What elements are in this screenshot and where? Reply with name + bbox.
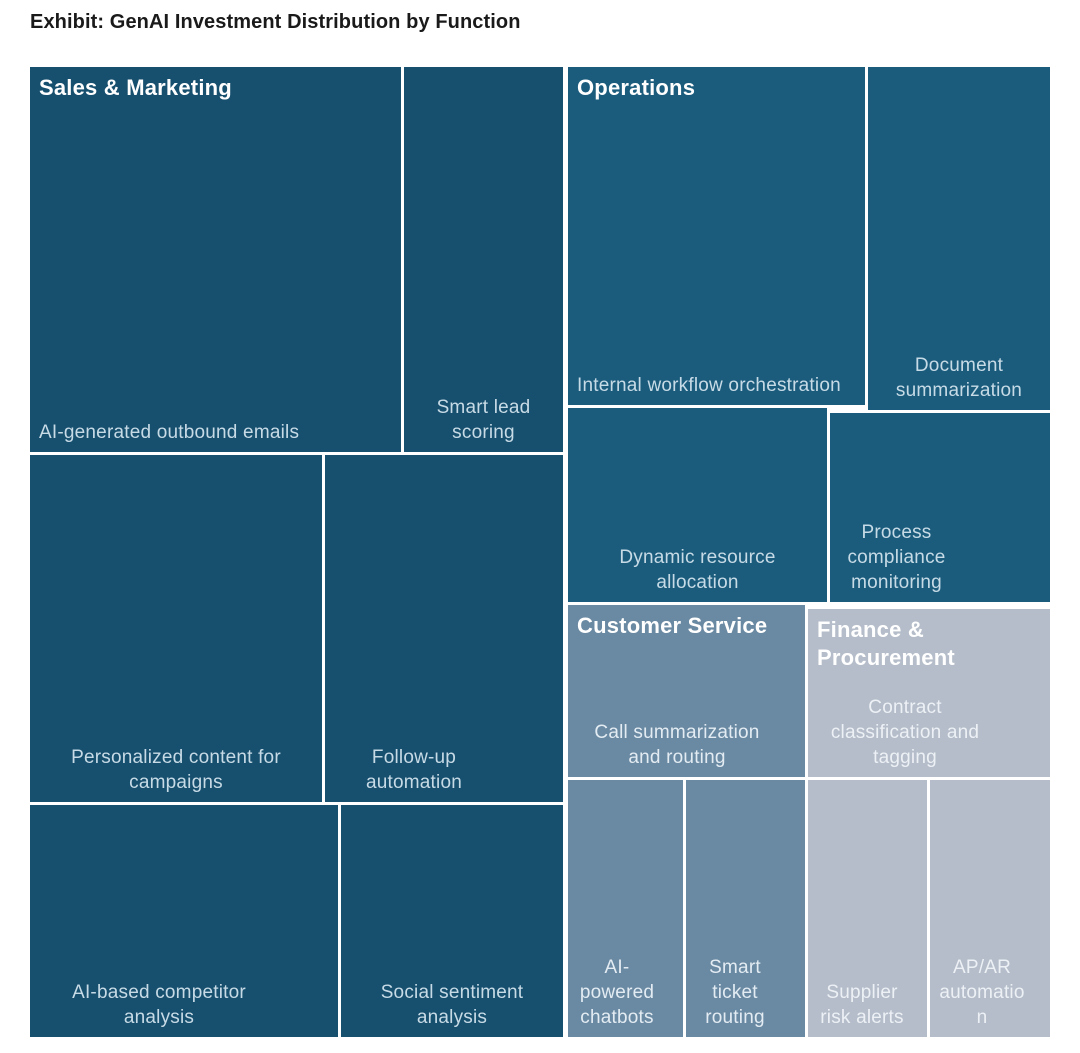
cell-supplier-risk-alerts[interactable]: Supplier risk alerts [808, 780, 927, 1037]
cell-smart-ticket-routing[interactable]: Smart ticket routing [686, 780, 805, 1037]
cell-label-process-compliance-monitoring: Process compliance monitoring [847, 521, 946, 593]
cell-smart-lead-scoring[interactable]: Smart lead scoring [404, 67, 563, 452]
cell-personalized-content-for-campaigns[interactable]: Personalized content for campaigns [30, 455, 322, 802]
group-header-sales-marketing: Sales & Marketing [39, 75, 232, 100]
cell-label-contract-classification-and-tagging: Contract classification and tagging [830, 696, 980, 768]
cell-label-ap-ar-automation: AP/AR automation [939, 956, 1025, 1028]
group-header-finance-procurement: Finance & Procurement [817, 617, 955, 670]
cell-label-internal-workflow-orchestration: Internal workflow orchestration [577, 374, 841, 396]
treemap: Sales & Marketing AI-generated outbound … [30, 67, 1050, 1037]
cell-follow-up-automation[interactable]: Follow-up automation [325, 455, 563, 802]
cell-ai-powered-chatbots[interactable]: AI-powered chatbots [568, 780, 683, 1037]
group-header-operations: Operations [577, 75, 696, 100]
cell-label-personalized-content-for-campaigns: Personalized content for campaigns [71, 746, 281, 793]
group-header-customer-service: Customer Service [577, 613, 768, 638]
cell-call-summarization-and-routing[interactable]: Customer Service Call summarization and … [568, 605, 805, 777]
cell-label-call-summarization-and-routing: Call summarization and routing [594, 721, 760, 768]
cell-internal-workflow-orchestration[interactable]: Operations Internal workflow orchestrati… [568, 67, 865, 405]
cell-label-smart-lead-scoring: Smart lead scoring [436, 396, 531, 443]
cell-process-compliance-monitoring[interactable]: Process compliance monitoring [830, 413, 1050, 602]
chart-title: Exhibit: GenAI Investment Distribution b… [30, 11, 521, 33]
cell-dynamic-resource-allocation[interactable]: Dynamic resource allocation [568, 408, 827, 602]
cell-label-ai-based-competitor-analysis: AI-based competitor analysis [72, 981, 246, 1028]
cell-label-ai-powered-chatbots: AI-powered chatbots [579, 956, 655, 1028]
cell-label-ai-generated-outbound-emails: AI-generated outbound emails [39, 421, 300, 443]
cell-document-summarization[interactable]: Document summarization [868, 67, 1050, 410]
cell-ai-based-competitor-analysis[interactable]: AI-based competitor analysis [30, 805, 338, 1037]
cell-social-sentiment-analysis[interactable]: Social sentiment analysis [341, 805, 563, 1037]
cell-label-follow-up-automation: Follow-up automation [365, 746, 462, 793]
cell-label-dynamic-resource-allocation: Dynamic resource allocation [619, 546, 776, 593]
cell-ap-ar-automation[interactable]: AP/AR automation [930, 780, 1050, 1037]
cell-label-supplier-risk-alerts: Supplier risk alerts [820, 981, 904, 1028]
cell-label-smart-ticket-routing: Smart ticket routing [705, 956, 765, 1028]
cell-ai-generated-outbound-emails[interactable]: Sales & Marketing AI-generated outbound … [30, 67, 401, 452]
cell-contract-classification-and-tagging[interactable]: Finance & Procurement Contract classific… [808, 609, 1050, 777]
cell-label-document-summarization: Document summarization [895, 354, 1023, 401]
cell-label-social-sentiment-analysis: Social sentiment analysis [380, 981, 524, 1028]
